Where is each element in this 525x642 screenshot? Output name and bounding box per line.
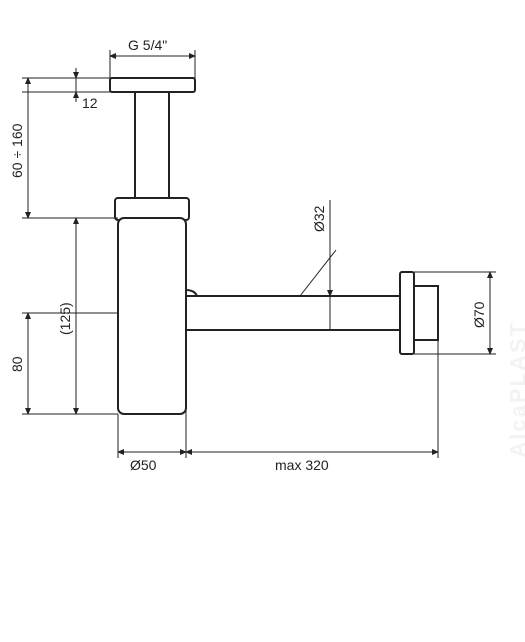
down-pipe <box>135 92 169 202</box>
dim-pipe-dia: Ø32 <box>311 205 327 232</box>
trap-body <box>118 218 186 414</box>
dim-rosette-dia: Ø70 <box>471 301 487 328</box>
dim-cup-dia: Ø50 <box>130 457 157 473</box>
dim-adj-range: 60 ÷ 160 <box>9 123 25 178</box>
top-flange <box>110 78 195 92</box>
wall-stub <box>414 286 438 340</box>
dim-max-len: max 320 <box>275 457 329 473</box>
compression-nut <box>115 198 189 220</box>
dim-thread: G 5/4" <box>128 37 167 53</box>
wall-rosette <box>400 272 414 354</box>
outlet-pipe <box>186 296 400 330</box>
dim-body-h: (125) <box>57 302 73 335</box>
dim-flange-h: 12 <box>82 95 98 111</box>
dim-drop: 80 <box>9 356 25 372</box>
technical-drawing: G 5/4" 12 60 ÷ 160 80 (125) Ø32 Ø70 Ø50 … <box>0 0 525 642</box>
